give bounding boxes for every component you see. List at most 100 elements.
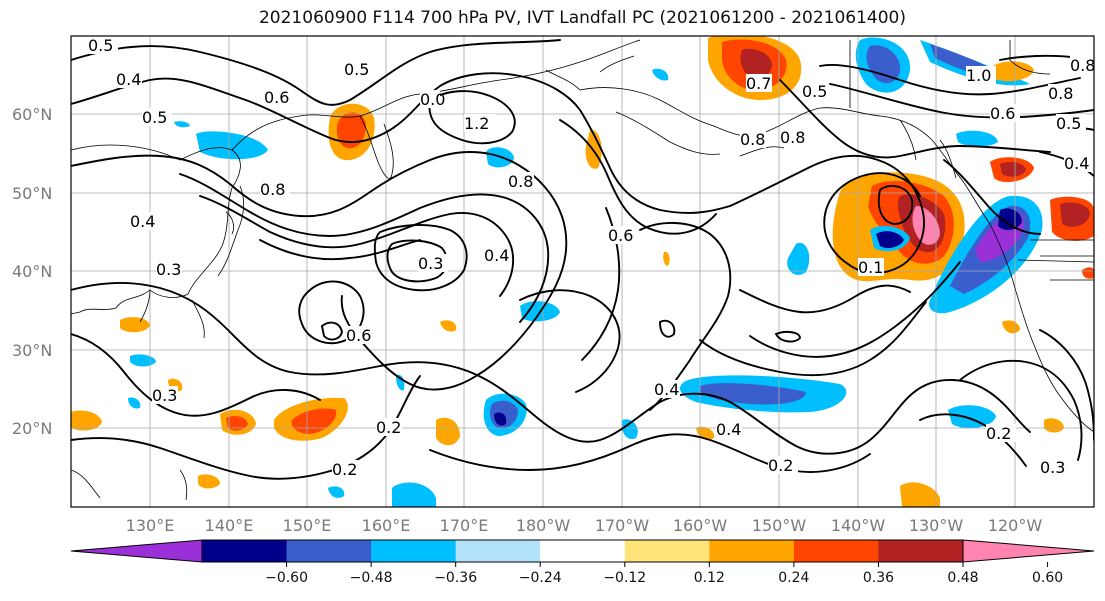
contour-label: 0.8 <box>260 180 290 199</box>
contour-label: 1.0 <box>966 66 996 85</box>
svg-text:0.7: 0.7 <box>746 74 771 93</box>
svg-text:0.8: 0.8 <box>508 172 533 191</box>
contour-label: 0.2 <box>332 460 362 479</box>
lon-label: 160°W <box>673 516 728 535</box>
lon-label: 160°E <box>362 516 411 535</box>
contour-label: 0.6 <box>346 326 372 345</box>
contour-label: 0.5 <box>802 82 828 101</box>
lon-label: 120°W <box>988 516 1043 535</box>
pv-shading <box>71 36 1094 507</box>
contour-label: 0.6 <box>264 88 290 107</box>
svg-text:0.6: 0.6 <box>346 326 371 345</box>
latitude-labels: 60°N 50°N 40°N 30°N 20°N <box>12 105 52 438</box>
colorbar-swatch <box>286 540 372 562</box>
svg-text:0.6: 0.6 <box>264 88 289 107</box>
svg-text:0.3: 0.3 <box>156 260 181 279</box>
colorbar-swatch <box>371 540 457 562</box>
contour-label: 0.2 <box>986 424 1016 443</box>
svg-text:0.4: 0.4 <box>130 212 155 231</box>
colorbar-tick-label: −0.48 <box>350 570 393 586</box>
contour-label: 0.1 <box>858 258 884 277</box>
svg-text:0.2: 0.2 <box>986 424 1011 443</box>
contour-label: 0.5 <box>344 60 370 79</box>
colorbar-tick-label: −0.60 <box>265 570 308 586</box>
lat-label: 30°N <box>12 341 52 360</box>
svg-text:0.4: 0.4 <box>484 246 509 265</box>
colorbar-extend-low <box>70 539 203 563</box>
contour-label: 0.8 <box>1048 84 1078 103</box>
colorbar-tick-label: 0.48 <box>947 570 978 586</box>
lon-label: 130°W <box>909 516 964 535</box>
lon-label: 180°W <box>516 516 571 535</box>
svg-text:0.8: 0.8 <box>1070 56 1095 75</box>
contour-label: 0.5 <box>142 108 172 127</box>
svg-text:0.8: 0.8 <box>260 180 285 199</box>
contour-label: 0.5 <box>1056 114 1086 133</box>
svg-text:1.2: 1.2 <box>464 114 489 133</box>
svg-text:0.4: 0.4 <box>116 70 141 89</box>
lat-label: 20°N <box>12 419 52 438</box>
contour-label: 0.5 <box>88 36 118 55</box>
svg-text:0.8: 0.8 <box>780 128 805 147</box>
colorbar-tick-label: 0.36 <box>863 570 894 586</box>
colorbar-swatch <box>624 540 710 562</box>
contour-label: 0.4 <box>116 70 142 89</box>
svg-text:0.8: 0.8 <box>740 130 765 149</box>
lat-label: 60°N <box>12 105 52 124</box>
contour-label: 0.0 <box>420 90 445 109</box>
contour-label: 0.8 <box>780 128 806 147</box>
colorbar-swatch <box>878 540 964 562</box>
contour-label: 0.4 <box>1064 154 1092 173</box>
lon-label: 150°E <box>283 516 332 535</box>
svg-text:0.2: 0.2 <box>376 418 401 437</box>
svg-text:0.6: 0.6 <box>990 104 1015 123</box>
map-border <box>70 35 1095 508</box>
contour-label: 0.3 <box>418 254 448 273</box>
contour-label: 0.3 <box>1040 458 1066 477</box>
svg-text:0.6: 0.6 <box>608 226 633 245</box>
lon-label: 140°W <box>831 516 886 535</box>
lon-label: 170°W <box>595 516 650 535</box>
colorbar-tick-label: −0.12 <box>603 570 646 586</box>
lon-label: 140°E <box>205 516 254 535</box>
colorbar-tick-label: −0.24 <box>519 570 562 586</box>
contour-label: 0.6 <box>608 226 634 245</box>
svg-text:0.5: 0.5 <box>344 60 369 79</box>
svg-text:0.4: 0.4 <box>654 380 679 399</box>
svg-text:0.3: 0.3 <box>1040 458 1065 477</box>
map-title: 2021060900 F114 700 hPa PV, IVT Landfall… <box>258 8 906 28</box>
colorbar-swatch <box>540 540 626 562</box>
contour-label: 0.8 <box>508 172 534 191</box>
contour-label: 0.4 <box>716 420 742 439</box>
contour-label: 0.4 <box>130 212 156 231</box>
contour-labels: 0.5 0.4 0.5 0.6 0.5 0.8 0.4 0.3 0.8 0.4 … <box>88 36 1095 479</box>
svg-text:0.8: 0.8 <box>1048 84 1073 103</box>
contour-label: 0.8 <box>740 130 766 149</box>
colorbar-extend-high <box>962 539 1095 563</box>
svg-text:0.2: 0.2 <box>332 460 357 479</box>
svg-text:0.3: 0.3 <box>152 386 177 405</box>
contour-label: 1.2 <box>464 114 496 133</box>
svg-text:0.5: 0.5 <box>142 108 167 127</box>
svg-text:0.1: 0.1 <box>858 258 883 277</box>
colorbar: −0.60 −0.48 −0.36 −0.24 −0.12 0.12 0.24 0.36 0.4… <box>70 539 1095 586</box>
contour-label: 0.6 <box>990 104 1020 123</box>
svg-text:0.4: 0.4 <box>716 420 741 439</box>
lon-label: 170°E <box>440 516 489 535</box>
colorbar-outline <box>201 539 964 563</box>
svg-text:0.5: 0.5 <box>802 82 827 101</box>
svg-text:0.0: 0.0 <box>420 90 445 109</box>
colorbar-swatch <box>202 540 288 562</box>
contour-label: 0.3 <box>156 260 182 279</box>
contour-label: 0.4 <box>654 380 680 399</box>
colorbar-swatch <box>793 540 879 562</box>
lat-label: 40°N <box>12 262 52 281</box>
svg-text:0.2: 0.2 <box>768 456 793 475</box>
colorbar-tick-label: 0.24 <box>778 570 809 586</box>
colorbar-tick-label: −0.36 <box>434 570 477 586</box>
svg-text:0.4: 0.4 <box>1064 154 1089 173</box>
pv-contours <box>71 39 1094 480</box>
longitude-labels: 130°E 140°E 150°E 160°E 170°E 180°W 170°… <box>126 516 1043 535</box>
contour-label: 0.8 <box>1070 56 1095 75</box>
